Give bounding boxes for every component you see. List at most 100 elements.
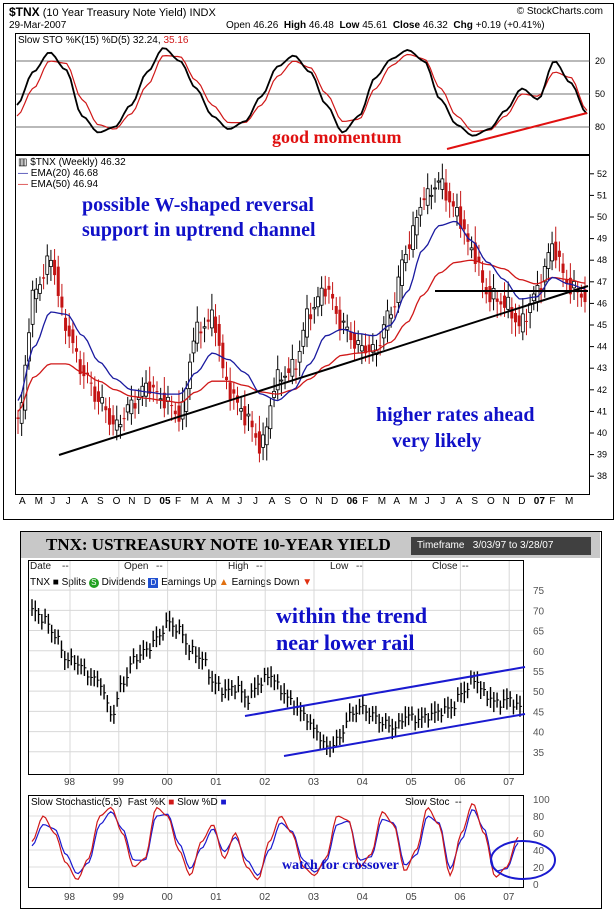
x-tick-label: S — [97, 496, 104, 507]
price-bar — [338, 309, 342, 331]
price-bar — [364, 345, 368, 354]
price-bar — [261, 434, 265, 448]
copyright[interactable]: © StockCharts.com — [516, 6, 603, 17]
price-bar — [436, 180, 441, 183]
bottom-stoch-x-tick-label: 98 — [64, 892, 76, 903]
x-tick-label: J — [253, 496, 258, 507]
price-tick-48: 48 — [597, 255, 607, 265]
price-bar — [400, 259, 404, 286]
bottom-price-tick-60: 60 — [533, 647, 545, 658]
price-tick-47: 47 — [597, 277, 607, 287]
bottom-stoch-x-tick-label: 99 — [112, 892, 124, 903]
price-bar — [561, 263, 565, 273]
bottom-x-tick-label: 01 — [210, 777, 222, 788]
bottom-price-tick-35: 35 — [533, 748, 545, 759]
low-label: Low — [339, 20, 360, 31]
price-bar — [554, 241, 558, 261]
price-bar — [173, 410, 177, 415]
chg-label: Chg — [453, 20, 473, 31]
price-tick-52: 52 — [597, 169, 607, 179]
x-tick-label: A — [206, 496, 213, 507]
price-bar — [82, 365, 86, 377]
price-bar — [60, 296, 64, 308]
price-bar — [49, 259, 53, 267]
channel-lower-rail — [283, 713, 526, 757]
stoch-right-value: -- — [455, 797, 462, 808]
price-bar — [148, 381, 152, 394]
open-label: Open — [226, 20, 251, 31]
note-higher-rates: higher rates ahead very likely — [376, 402, 535, 454]
price-bar — [440, 178, 445, 190]
bottom-stoch-tick-40: 40 — [533, 846, 545, 857]
price-bar — [170, 405, 174, 407]
price-bar — [389, 314, 394, 319]
x-tick-label: J — [237, 496, 243, 507]
note-w-reversal-line1: possible W-shaped reversal — [82, 194, 314, 216]
price-bar — [341, 320, 346, 323]
price-bar — [393, 306, 397, 308]
stoch-d-value: 35.16 — [163, 35, 189, 46]
bottom-x-tick-label: 00 — [161, 777, 173, 788]
bottom-price-tick-65: 65 — [533, 627, 545, 638]
price-bar — [206, 319, 210, 322]
price-bar — [257, 431, 261, 454]
price-bar — [297, 350, 302, 363]
price-bar — [433, 187, 437, 190]
hdr-close: Close — [432, 561, 458, 572]
high-value: 46.48 — [308, 20, 334, 31]
bottom-x-tick-label: 02 — [259, 777, 271, 788]
bottom-stoch-tick-20: 20 — [533, 863, 545, 874]
price-tick-38: 38 — [597, 471, 607, 481]
note-within-trend-line2: near lower rail — [276, 630, 415, 655]
price-bar — [104, 406, 108, 411]
price-bar — [64, 317, 68, 331]
symbol: $TNX — [9, 5, 40, 19]
price-bar — [254, 433, 258, 438]
bottom-stoch-x-tick-label: 06 — [454, 892, 466, 903]
x-tick-label: O — [487, 496, 495, 507]
bottom-stoch-x-tick-label: 01 — [210, 892, 222, 903]
stockcharts-panel — [3, 3, 614, 520]
x-tick-label: A — [268, 496, 276, 507]
x-tick-label: J — [440, 496, 446, 507]
stoch-tick-80: 20 — [595, 56, 605, 66]
stoch-title: Slow Stochastic(5,5) — [31, 797, 123, 808]
price-bar — [503, 295, 507, 308]
momentum-trendline — [446, 112, 588, 150]
price-bar — [506, 296, 511, 310]
price-bar — [546, 252, 551, 269]
stoch-right-label-text: Slow Stoc — [405, 797, 450, 808]
price-bar — [565, 278, 569, 284]
price-bar — [469, 247, 474, 251]
x-tick-label: S — [471, 496, 479, 507]
price-bar — [225, 376, 229, 380]
timeframe-box[interactable]: Timeframe 3/03/97 to 3/28/07 — [411, 537, 591, 555]
bottom-stoch-tick-0: 0 — [533, 880, 539, 891]
price-bar — [89, 382, 93, 384]
x-tick-label: M — [409, 496, 418, 507]
ema50-swatch: — — [18, 179, 28, 190]
hdr-high-value: -- — [256, 561, 263, 572]
price-bar — [309, 314, 313, 320]
timeframe-from: 3/03/97 — [472, 540, 507, 551]
bottom-x-tick-label: 04 — [356, 777, 368, 788]
price-bar — [214, 316, 218, 333]
price-bar — [144, 382, 148, 397]
stochastic-panel: 80 50 20 — [15, 33, 605, 155]
price-bar — [356, 340, 361, 345]
price-bar — [488, 286, 492, 303]
fast-k-line — [31, 802, 519, 881]
price-bar — [316, 296, 320, 308]
price-bar — [235, 395, 239, 403]
x-tick-label: A — [19, 496, 26, 507]
price-bar — [96, 391, 100, 402]
top-header-line2: 29-Mar-2007 Open 46.26 High 46.48 Low 45… — [9, 20, 607, 32]
x-tick-label: D — [143, 496, 152, 507]
dividends-icon: D — [148, 578, 159, 588]
price-tick-40: 40 — [597, 428, 607, 438]
price-bar — [151, 384, 155, 388]
ema20-line — [17, 220, 586, 402]
price-bar — [118, 424, 123, 428]
price-bar — [75, 348, 79, 352]
price-bar — [34, 288, 39, 300]
